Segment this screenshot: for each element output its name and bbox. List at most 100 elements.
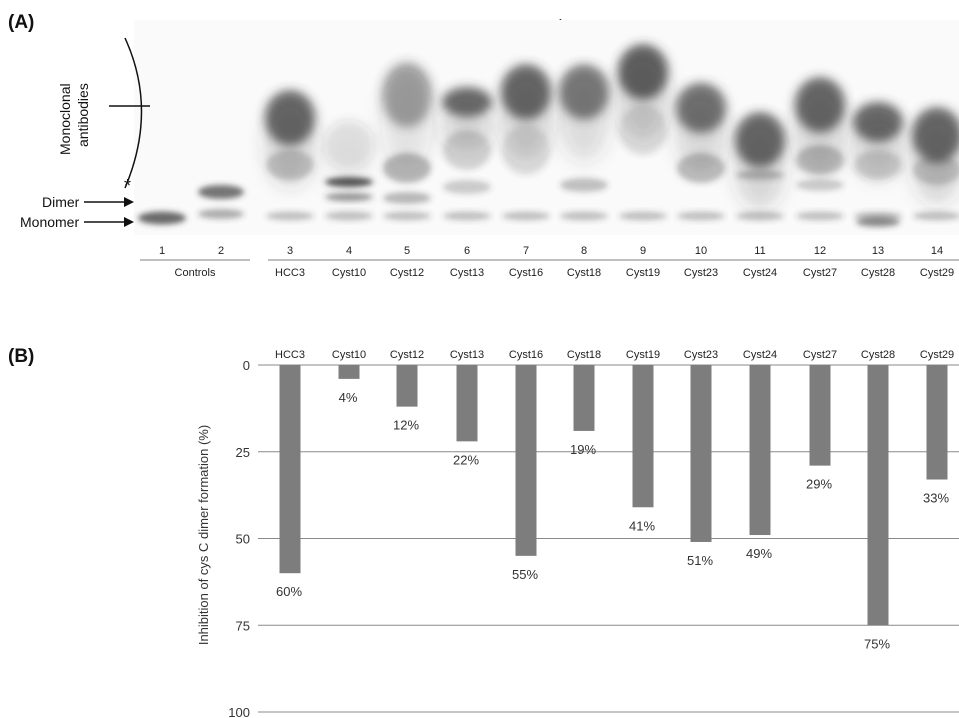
lane-name: HCC3 bbox=[275, 267, 305, 279]
bar bbox=[749, 365, 771, 536]
category-label: Cyst10 bbox=[332, 349, 366, 361]
value-label: 22% bbox=[453, 452, 479, 467]
category-label: Cyst29 bbox=[920, 349, 954, 361]
value-label: 29% bbox=[806, 477, 832, 492]
bar bbox=[926, 365, 948, 480]
y-axis-label: Inhibition of cys C dimer formation (%) bbox=[196, 425, 211, 645]
gel-band bbox=[383, 192, 431, 204]
category-label: Cyst18 bbox=[567, 349, 601, 361]
lane-number: 5 bbox=[404, 245, 410, 257]
category-label: Cyst13 bbox=[450, 349, 484, 361]
lane-name: Cyst24 bbox=[743, 267, 777, 279]
gel-band bbox=[560, 211, 608, 221]
category-label: Cyst23 bbox=[684, 349, 718, 361]
gel-band bbox=[383, 153, 431, 183]
category-label: Cyst27 bbox=[803, 349, 837, 361]
value-label: 4% bbox=[339, 390, 358, 405]
lane-numbers: 1 2 3 4 5 6 7 8 9 10 11 12 13 14 bbox=[159, 245, 943, 257]
gel-bands bbox=[138, 44, 959, 227]
controls-label: Controls bbox=[175, 267, 216, 279]
y-tick-label: 75 bbox=[236, 618, 250, 633]
grid-lines bbox=[258, 364, 959, 713]
category-label: Cyst12 bbox=[390, 349, 424, 361]
bar bbox=[338, 365, 360, 379]
dimer-label: Dimer bbox=[42, 194, 80, 210]
gel-band bbox=[676, 93, 726, 173]
bar bbox=[279, 365, 301, 574]
lane-number: 9 bbox=[640, 245, 646, 257]
monomer-label: Monomer bbox=[20, 214, 79, 230]
bar-chart: 0 25 50 75 100 HCC3 Cyst10 Cyst12 Cyst13 Cyst16 C… bbox=[196, 349, 959, 718]
gel-band bbox=[198, 185, 244, 199]
value-label: 41% bbox=[629, 518, 655, 533]
lane-number: 8 bbox=[581, 245, 587, 257]
lane-name: Cyst12 bbox=[390, 267, 424, 279]
value-label: 75% bbox=[864, 636, 890, 651]
value-label: 33% bbox=[923, 491, 949, 506]
bar bbox=[809, 365, 831, 466]
bar bbox=[456, 365, 478, 442]
gel-band bbox=[443, 211, 491, 221]
lane-name: Cyst19 bbox=[626, 267, 660, 279]
gel-band bbox=[325, 177, 373, 187]
gel-band bbox=[559, 73, 609, 161]
bar bbox=[867, 365, 889, 626]
monomer-arrow-head bbox=[124, 217, 134, 227]
gel-band bbox=[443, 180, 491, 194]
category-label: HCC3 bbox=[275, 349, 305, 361]
monoclonal-label-line1: Monoclonal bbox=[57, 83, 73, 155]
lane-number: 2 bbox=[218, 245, 224, 257]
lane-number: 11 bbox=[754, 245, 765, 257]
lane-name: Cyst18 bbox=[567, 267, 601, 279]
value-label: 60% bbox=[276, 584, 302, 599]
gel-band bbox=[266, 150, 314, 180]
value-label: 49% bbox=[746, 546, 772, 561]
value-label: 19% bbox=[570, 442, 596, 457]
gel-band bbox=[913, 155, 959, 185]
lane-number: 12 bbox=[814, 245, 826, 257]
lane-name: Cyst29 bbox=[920, 267, 954, 279]
lane-name: Cyst10 bbox=[332, 267, 366, 279]
gel-band bbox=[796, 179, 844, 191]
lane-name: Cyst23 bbox=[684, 267, 718, 279]
bar bbox=[690, 365, 712, 542]
value-label: 55% bbox=[512, 567, 538, 582]
lane-number: 4 bbox=[346, 245, 352, 257]
gel-band bbox=[502, 125, 550, 175]
panel-a-label: (A) bbox=[8, 12, 34, 33]
star-mark: * bbox=[124, 176, 131, 196]
gel-band bbox=[138, 211, 186, 225]
lane-number: 3 bbox=[287, 245, 293, 257]
category-label: Cyst16 bbox=[509, 349, 543, 361]
bars bbox=[279, 365, 948, 626]
y-tick-label: 50 bbox=[236, 532, 250, 547]
category-labels: HCC3 Cyst10 Cyst12 Cyst13 Cyst16 Cyst18 Cyst19… bbox=[275, 349, 954, 361]
value-labels: 60% 4% 12% 22% 55% 19% 41% 51% 49% 29% 75% 33% bbox=[276, 390, 949, 651]
gel-band bbox=[560, 178, 608, 192]
gel-band bbox=[854, 150, 902, 180]
y-ticks: 0 25 50 75 100 bbox=[228, 358, 250, 718]
gel-band bbox=[619, 105, 667, 155]
lane-number: 14 bbox=[931, 245, 943, 257]
gel-band bbox=[382, 68, 432, 172]
gel-band bbox=[324, 120, 374, 170]
gel-band bbox=[198, 209, 244, 219]
category-label: Cyst24 bbox=[743, 349, 777, 361]
monoclonal-bracket bbox=[124, 37, 143, 189]
lane-number: 10 bbox=[695, 245, 707, 257]
bar bbox=[632, 365, 654, 508]
lane-name: Cyst28 bbox=[861, 267, 895, 279]
value-label: 51% bbox=[687, 553, 713, 568]
bar bbox=[515, 365, 537, 556]
gel-band bbox=[736, 170, 784, 180]
monoclonal-label-line2: antibodies bbox=[75, 83, 91, 147]
lane-number: 7 bbox=[523, 245, 529, 257]
gel-band bbox=[502, 211, 550, 221]
gel-band bbox=[325, 211, 373, 221]
y-tick-label: 100 bbox=[228, 705, 250, 718]
bar bbox=[396, 365, 418, 407]
gel-band bbox=[735, 121, 785, 209]
gel-band bbox=[677, 153, 725, 183]
lane-number: 6 bbox=[464, 245, 470, 257]
gel-band bbox=[796, 211, 844, 221]
